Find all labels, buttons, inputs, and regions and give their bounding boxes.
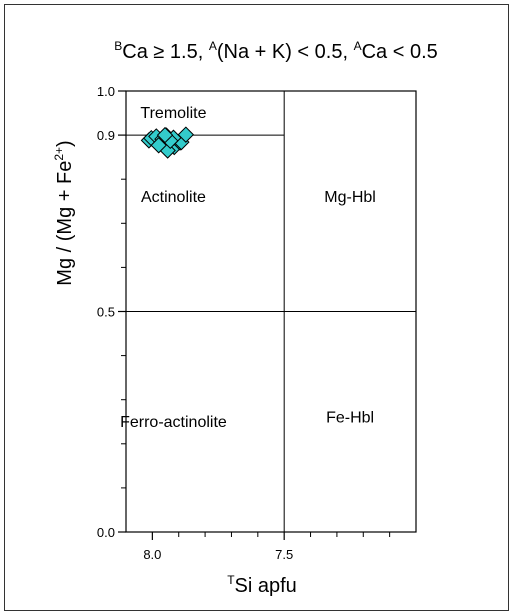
y-tick-label: 0.9 <box>97 128 115 143</box>
title-superscript: B <box>114 39 122 53</box>
title-superscript: A <box>209 39 217 53</box>
plot-area: 8.0 7.5 0.0 0.5 0.9 1.0 Tremolite Actinolite Mg-… <box>97 84 417 562</box>
y-label-superscript: 2+ <box>52 147 66 161</box>
data-point-diamond <box>177 126 195 143</box>
field-label: Mg-Hbl <box>324 189 376 206</box>
field-label: Ferro-actinolite <box>120 414 227 431</box>
data-point-diamond <box>156 126 174 144</box>
y-tick-label: 0.5 <box>97 305 115 320</box>
title-superscript: A <box>354 39 362 53</box>
title-text: Ca < 0.5 <box>362 41 438 63</box>
x-tick-label: 7.5 <box>275 547 293 562</box>
data-point-diamond <box>150 137 167 154</box>
title-text: (Na + K) < 0.5, <box>217 41 354 63</box>
x-axis-label: TSi apfu <box>227 573 297 597</box>
x-label-superscript: T <box>227 573 235 587</box>
title-text: Ca ≥ 1.5, <box>122 41 209 63</box>
chart-title: BCa ≥ 1.5, A(Na + K) < 0.5, ACa < 0.5 <box>114 39 438 63</box>
y-tick-label: 0.0 <box>97 525 115 540</box>
x-tick-label: 8.0 <box>143 547 161 562</box>
y-axis-label: Mg / (Mg + Fe2+) <box>52 140 76 285</box>
y-tick-label: 1.0 <box>97 84 115 99</box>
figure-frame <box>4 4 509 611</box>
x-label-text: Si apfu <box>235 575 297 597</box>
field-label: Fe-Hbl <box>326 409 374 426</box>
field-label: Actinolite <box>141 189 206 206</box>
y-label-text: Mg / (Mg + Fe <box>54 161 76 286</box>
field-label: Tremolite <box>140 105 206 122</box>
y-label-text-close: ) <box>54 140 76 147</box>
